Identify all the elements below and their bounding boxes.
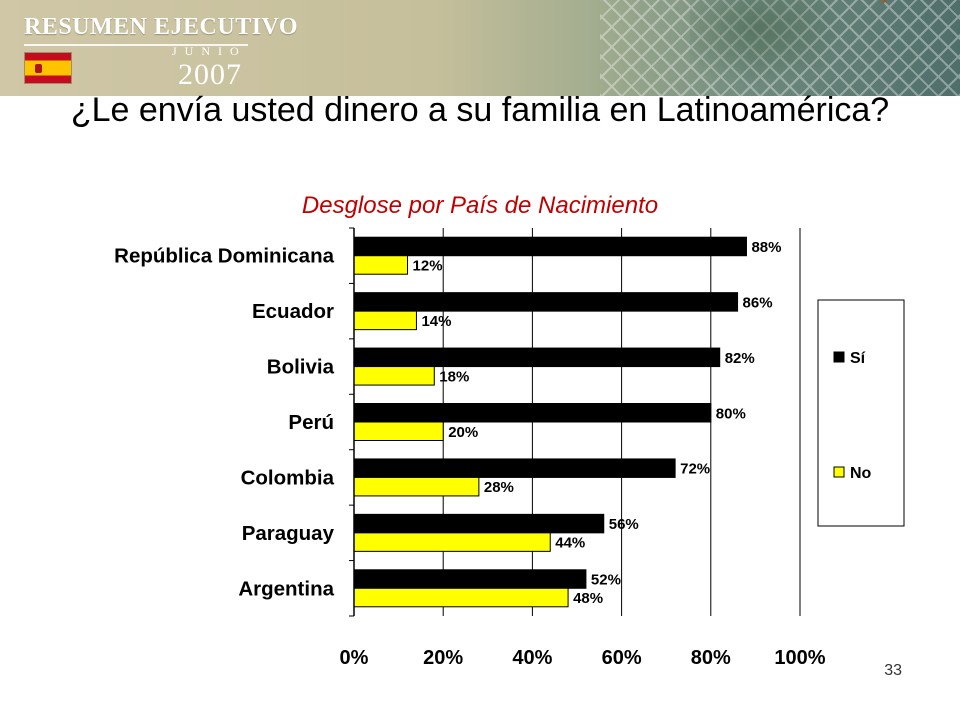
chart-labels: 88% 12% República Dominicana 86% 14% Ecuador 8… [114, 239, 826, 669]
legend-label: No [850, 465, 872, 482]
banner-map-graphic [690, 0, 860, 96]
header-banner: RESUMEN EJECUTIVO JUNIO 2007 [0, 0, 960, 96]
bar-no [353, 532, 551, 552]
data-label: 86% [743, 294, 773, 311]
category-label: Bolivia [267, 356, 335, 379]
bar-si [353, 347, 721, 368]
brand-title: RESUMEN EJECUTIVO [24, 14, 299, 40]
data-label: 82% [725, 350, 755, 367]
bar-no [353, 476, 480, 497]
bar-no [353, 310, 417, 331]
data-label: 52% [591, 572, 621, 589]
data-label: 72% [680, 461, 710, 478]
data-label: 44% [555, 535, 585, 552]
bar-no [353, 255, 409, 275]
category-label: Argentina [238, 577, 334, 600]
data-label: 80% [716, 405, 746, 422]
bar-no [353, 587, 569, 608]
category-label: Colombia [241, 466, 335, 489]
bar-si [353, 513, 605, 534]
data-label: 12% [413, 257, 443, 274]
brand-rule [24, 44, 248, 46]
bar-si [353, 403, 712, 423]
data-label: 88% [751, 239, 781, 256]
bar-si [353, 458, 676, 478]
category-label: Perú [288, 411, 334, 434]
x-tick-label: 20% [423, 647, 463, 669]
x-tick-label: 40% [512, 647, 552, 669]
category-label: Paraguay [242, 522, 335, 545]
category-label: Ecuador [252, 300, 334, 323]
bar-si [353, 292, 739, 312]
legend-box [817, 299, 905, 527]
x-tick-label: 100% [774, 647, 825, 669]
brand-year: 2007 [178, 58, 242, 91]
data-label: 20% [448, 424, 478, 441]
x-tick-label: 80% [691, 647, 731, 669]
data-label: 48% [573, 590, 603, 607]
bar-si [353, 569, 587, 589]
bar-no [353, 366, 435, 386]
data-label: 18% [439, 368, 469, 385]
data-label: 56% [609, 516, 639, 533]
x-tick-label: 0% [340, 647, 369, 669]
brand-month: JUNIO [172, 44, 247, 58]
page-title: ¿Le envía usted dinero a su familia en L… [70, 91, 890, 129]
chart-axes [349, 227, 355, 617]
flag-crest [35, 64, 42, 73]
data-label: 14% [421, 313, 451, 330]
page-subtitle: Desglose por País de Nacimiento [301, 192, 659, 219]
legend-swatch-si [833, 351, 845, 363]
data-label: 28% [484, 479, 514, 496]
bar-no [353, 421, 444, 441]
page-number: 33 [884, 662, 902, 679]
spain-flag-icon [24, 52, 72, 84]
chart-legend: Sí No [817, 299, 905, 527]
category-label: República Dominicana [114, 245, 334, 268]
legend-label: Sí [850, 350, 866, 367]
x-tick-label: 60% [602, 647, 642, 669]
bar-si [353, 236, 747, 257]
chart-bars [353, 236, 747, 608]
legend-swatch-no [833, 466, 845, 478]
